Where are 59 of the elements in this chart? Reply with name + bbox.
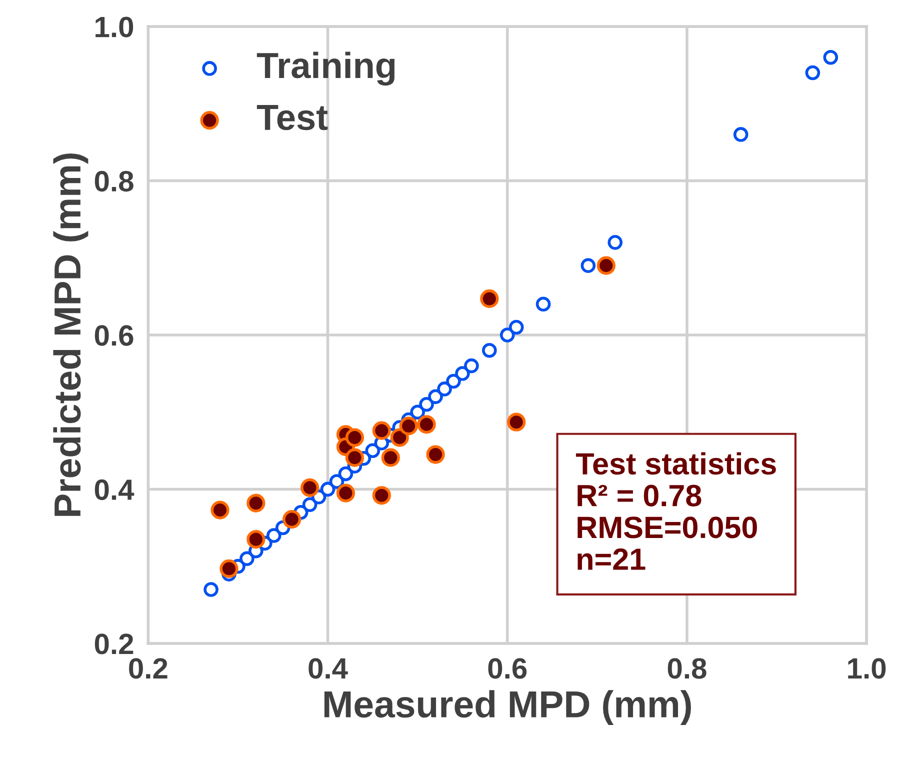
point xyxy=(482,342,497,358)
point xyxy=(500,328,515,342)
point xyxy=(399,416,418,436)
point xyxy=(733,127,748,142)
point xyxy=(302,497,318,512)
y-axis-title: Predicted MPD (mm) xyxy=(53,153,88,516)
point xyxy=(338,466,354,482)
point xyxy=(437,382,452,396)
point xyxy=(390,428,409,447)
point xyxy=(210,500,230,520)
annotation: n=21 xyxy=(578,548,646,570)
point xyxy=(365,443,380,458)
point xyxy=(372,486,391,505)
point xyxy=(282,510,302,529)
y-tick-label: 0.4 xyxy=(94,479,134,500)
point xyxy=(300,478,320,497)
point xyxy=(381,448,400,467)
point xyxy=(266,528,282,543)
point xyxy=(805,65,820,80)
point xyxy=(580,258,596,273)
point xyxy=(536,296,551,312)
point xyxy=(446,374,461,389)
point xyxy=(372,421,391,440)
point xyxy=(320,482,336,497)
point xyxy=(508,320,524,335)
point xyxy=(455,366,470,381)
point xyxy=(204,582,218,597)
point xyxy=(426,445,445,464)
point xyxy=(419,396,434,412)
x-tick-label: 0.4 xyxy=(308,658,348,679)
point xyxy=(464,358,479,374)
point xyxy=(428,389,443,404)
point xyxy=(345,448,364,467)
annotation: Test statistics xyxy=(576,452,776,475)
x-tick-label: 0.2 xyxy=(129,658,168,679)
point xyxy=(246,530,266,549)
point xyxy=(345,428,364,447)
legend-label: Test xyxy=(256,104,328,130)
point xyxy=(608,235,623,250)
annotation: R² = 0.78 xyxy=(578,484,702,506)
point xyxy=(480,289,499,308)
point xyxy=(596,256,616,275)
annotation: RMSE=0.050 xyxy=(578,516,757,538)
point xyxy=(220,559,238,578)
point xyxy=(246,494,266,512)
point xyxy=(336,484,356,502)
y-tick-label: 0.6 xyxy=(94,325,134,346)
point xyxy=(823,50,838,65)
y-tick-label: 0.2 xyxy=(94,634,134,654)
point xyxy=(417,415,436,434)
point xyxy=(507,412,526,432)
x-tick-label: 0.6 xyxy=(488,658,527,679)
x-tick-label: 0.8 xyxy=(668,658,706,679)
y-tick-label: 1.0 xyxy=(96,16,134,38)
x-axis-title: Measured MPD (mm) xyxy=(324,690,691,726)
y-tick-label: 0.8 xyxy=(94,170,134,192)
point xyxy=(240,551,254,566)
x-tick-label: 1.0 xyxy=(848,658,886,679)
legend-label: Training xyxy=(256,52,395,86)
